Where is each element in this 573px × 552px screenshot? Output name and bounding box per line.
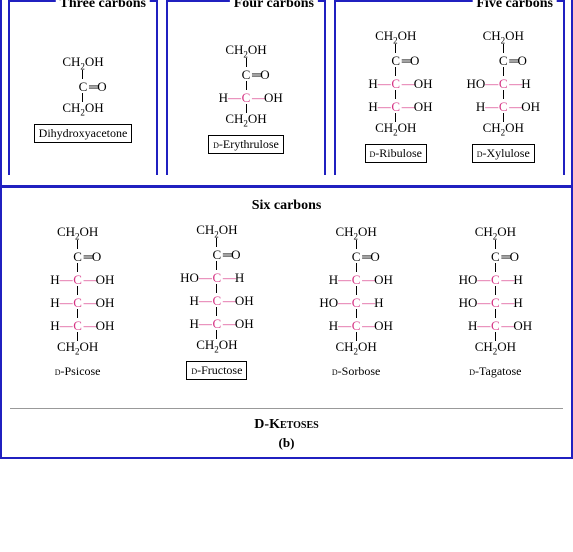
figure-container: Three carbons CH2OHC═OCH2OHDihydroxyacet… [0, 0, 573, 459]
panel-title: Four carbons [230, 0, 318, 12]
figure-subtitle: (b) [2, 435, 571, 457]
molecule-label: d-Tagatose [465, 363, 525, 380]
molecule-label: d-Ribulose [365, 144, 427, 163]
molecule-label: d-Fructose [186, 361, 247, 380]
panel-three-carbons: Three carbons CH2OHC═OCH2OHDihydroxyacet… [8, 0, 158, 175]
molecule-sorbose: CH2OHC═OH—C—OHHO—C—HH—C—OHCH2OHd-Sorbose [312, 226, 400, 380]
molecule-label: Dihydroxyacetone [34, 124, 133, 143]
molecule-tagatose: CH2OHC═OHO—C—HHO—C—HH—C—OHCH2OHd-Tagatos… [451, 226, 539, 380]
panel-four-carbons: Four carbons CH2OHC═OH—C—OHCH2OHd-Erythr… [166, 0, 326, 175]
molecule-xylulose: CH2OHC═OHO—C—HH—C—OHCH2OHd-Xylulose [459, 30, 547, 163]
molecule-label: d-Xylulose [472, 144, 535, 163]
molecule-fructose: CH2OHC═OHO—C—HH—C—OHH—C—OHCH2OHd-Fructos… [173, 224, 261, 380]
molecule-erythrulose: CH2OHC═OH—C—OHCH2OHd-Erythrulose [202, 44, 290, 154]
molecule-ribulose: CH2OHC═OH—C—OHH—C—OHCH2OHd-Ribulose [352, 30, 440, 163]
figure-title: D-Ketoses [2, 409, 571, 435]
panel-title: Three carbons [56, 0, 150, 12]
molecule-label: d-Sorbose [328, 363, 384, 380]
panel-title: Five carbons [472, 0, 557, 12]
molecule-psicose: CH2OHC═OH—C—OHH—C—OHH—C—OHCH2OHd-Psicose [34, 226, 122, 380]
panel-title: Six carbons [8, 198, 565, 214]
molecule-label: d-Psicose [51, 363, 105, 380]
panel-five-carbons: Five carbons CH2OHC═OH—C—OHH—C—OHCH2OHd-… [334, 0, 565, 175]
panel-six-carbons: Six carbons CH2OHC═OH—C—OHH—C—OHH—C—OHCH… [8, 198, 565, 390]
top-row: Three carbons CH2OHC═OCH2OHDihydroxyacet… [2, 0, 571, 188]
molecule-label: d-Erythrulose [208, 135, 284, 154]
molecule-dihydroxyacetone: CH2OHC═OCH2OHDihydroxyacetone [34, 56, 133, 143]
